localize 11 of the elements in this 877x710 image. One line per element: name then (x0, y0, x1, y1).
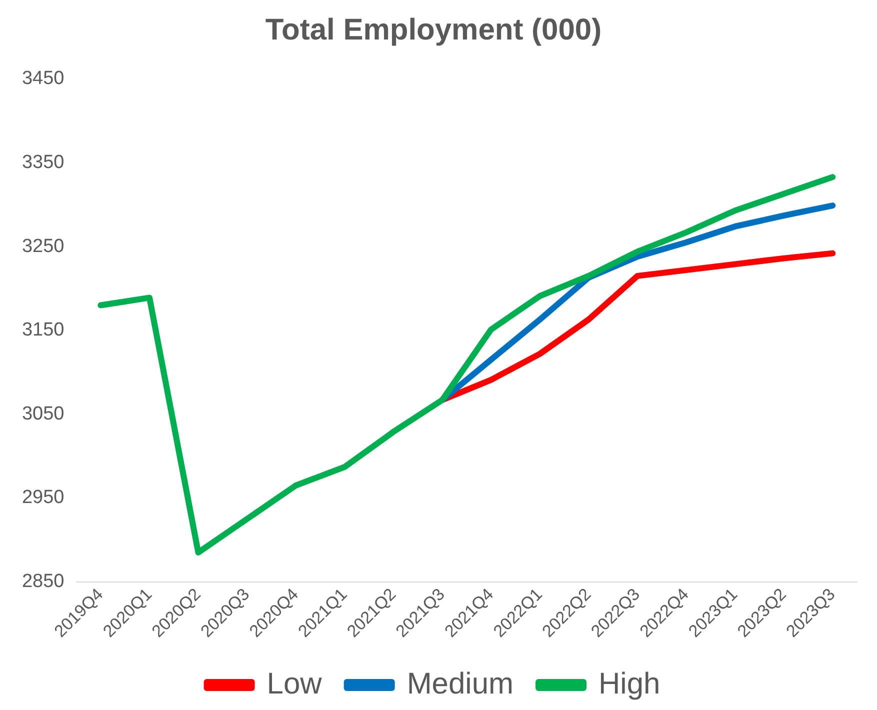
y-tick-label: 3250 (22, 236, 64, 257)
legend-label: High (598, 667, 660, 700)
y-tick-label: 3450 (22, 68, 64, 90)
y-tick-label: 3350 (22, 152, 64, 174)
y-tick-label: 2850 (22, 571, 64, 592)
legend-label: Medium (406, 667, 514, 700)
y-tick-label: 3050 (22, 403, 64, 424)
y-tick-label: 3150 (22, 320, 64, 341)
legend-label: Low (266, 667, 322, 700)
y-tick-label: 2950 (22, 487, 64, 508)
chart-title: Total Employment (000) (265, 13, 602, 46)
